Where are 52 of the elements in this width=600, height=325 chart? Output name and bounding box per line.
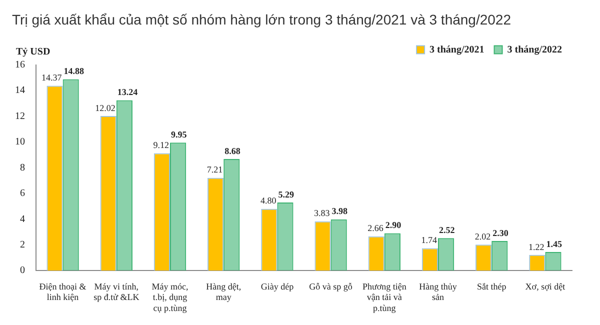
data-label: 2.52 — [439, 225, 456, 236]
x-tick-label: Gỗ và sp gỗ — [309, 281, 353, 292]
x-tick-label: Điện thoại & linh kiện — [39, 281, 86, 302]
y-tick-label: 12 — [15, 110, 25, 122]
bar — [492, 241, 508, 271]
bar — [170, 142, 186, 271]
y-tick-label: 6 — [20, 188, 25, 200]
y-tick-label: 0 — [20, 265, 25, 276]
data-label: 1.74 — [421, 235, 438, 246]
data-label: 1.45 — [546, 238, 562, 249]
data-label: 9.12 — [153, 140, 169, 150]
data-label: 5.29 — [278, 189, 294, 200]
x-tick-label: Phương tiện vận tải và p.tùng — [362, 281, 407, 313]
bar — [116, 100, 132, 271]
data-label: 8.68 — [224, 146, 241, 156]
data-label: 9.95 — [171, 129, 188, 140]
x-tick-label: Hàng thủy sản — [419, 281, 458, 302]
y-tick-label: 14 — [15, 85, 25, 96]
data-label: 2.02 — [474, 231, 491, 242]
data-label: 14.37 — [42, 72, 62, 83]
bar — [277, 202, 294, 271]
x-tick-label: Giày dép — [260, 281, 294, 292]
data-label: 7.21 — [206, 164, 223, 175]
data-label: 2.66 — [368, 223, 384, 234]
y-tick-label: 4 — [20, 214, 25, 225]
bar — [224, 158, 240, 271]
chart-title: Trị giá xuất khẩu của một số nhóm hàng lớn trong 3 tháng/2021 và 3 tháng/2022 — [12, 11, 512, 28]
x-tick-label: Sắt thép — [476, 281, 507, 292]
data-label: 13.24 — [117, 87, 138, 98]
bar — [384, 233, 400, 271]
y-tick-label: 8 — [20, 162, 25, 174]
data-label: 4.80 — [260, 196, 277, 206]
data-label: 14.88 — [64, 66, 85, 76]
x-tick-label: Máy móc, t.bị, dụng cụ p.tùng — [152, 281, 188, 313]
y-tick-label: 2 — [20, 240, 25, 250]
data-label: 3.83 — [314, 208, 330, 218]
data-label: 3.98 — [332, 206, 348, 216]
data-label: 2.30 — [492, 228, 509, 238]
y-tick-label: 16 — [15, 59, 25, 70]
data-label: 1.22 — [528, 242, 544, 252]
legend-label: 3 tháng/2022 — [507, 44, 562, 56]
x-tick-label: Hàng dệt, may — [206, 281, 242, 302]
bar — [62, 79, 79, 271]
bar — [330, 219, 347, 271]
data-label: 12.02 — [95, 102, 116, 113]
legend-label: 3 tháng/2021 — [430, 44, 484, 56]
x-tick-label: Xơ, sợi dệt — [525, 281, 566, 292]
bar — [438, 238, 454, 271]
y-tick-label: 10 — [15, 136, 25, 148]
data-label: 2.90 — [385, 220, 402, 230]
y-axis-title: Tỷ USD — [16, 46, 50, 58]
x-tick-label: Máy vi tính, sp đ.tử &LK — [94, 281, 140, 302]
